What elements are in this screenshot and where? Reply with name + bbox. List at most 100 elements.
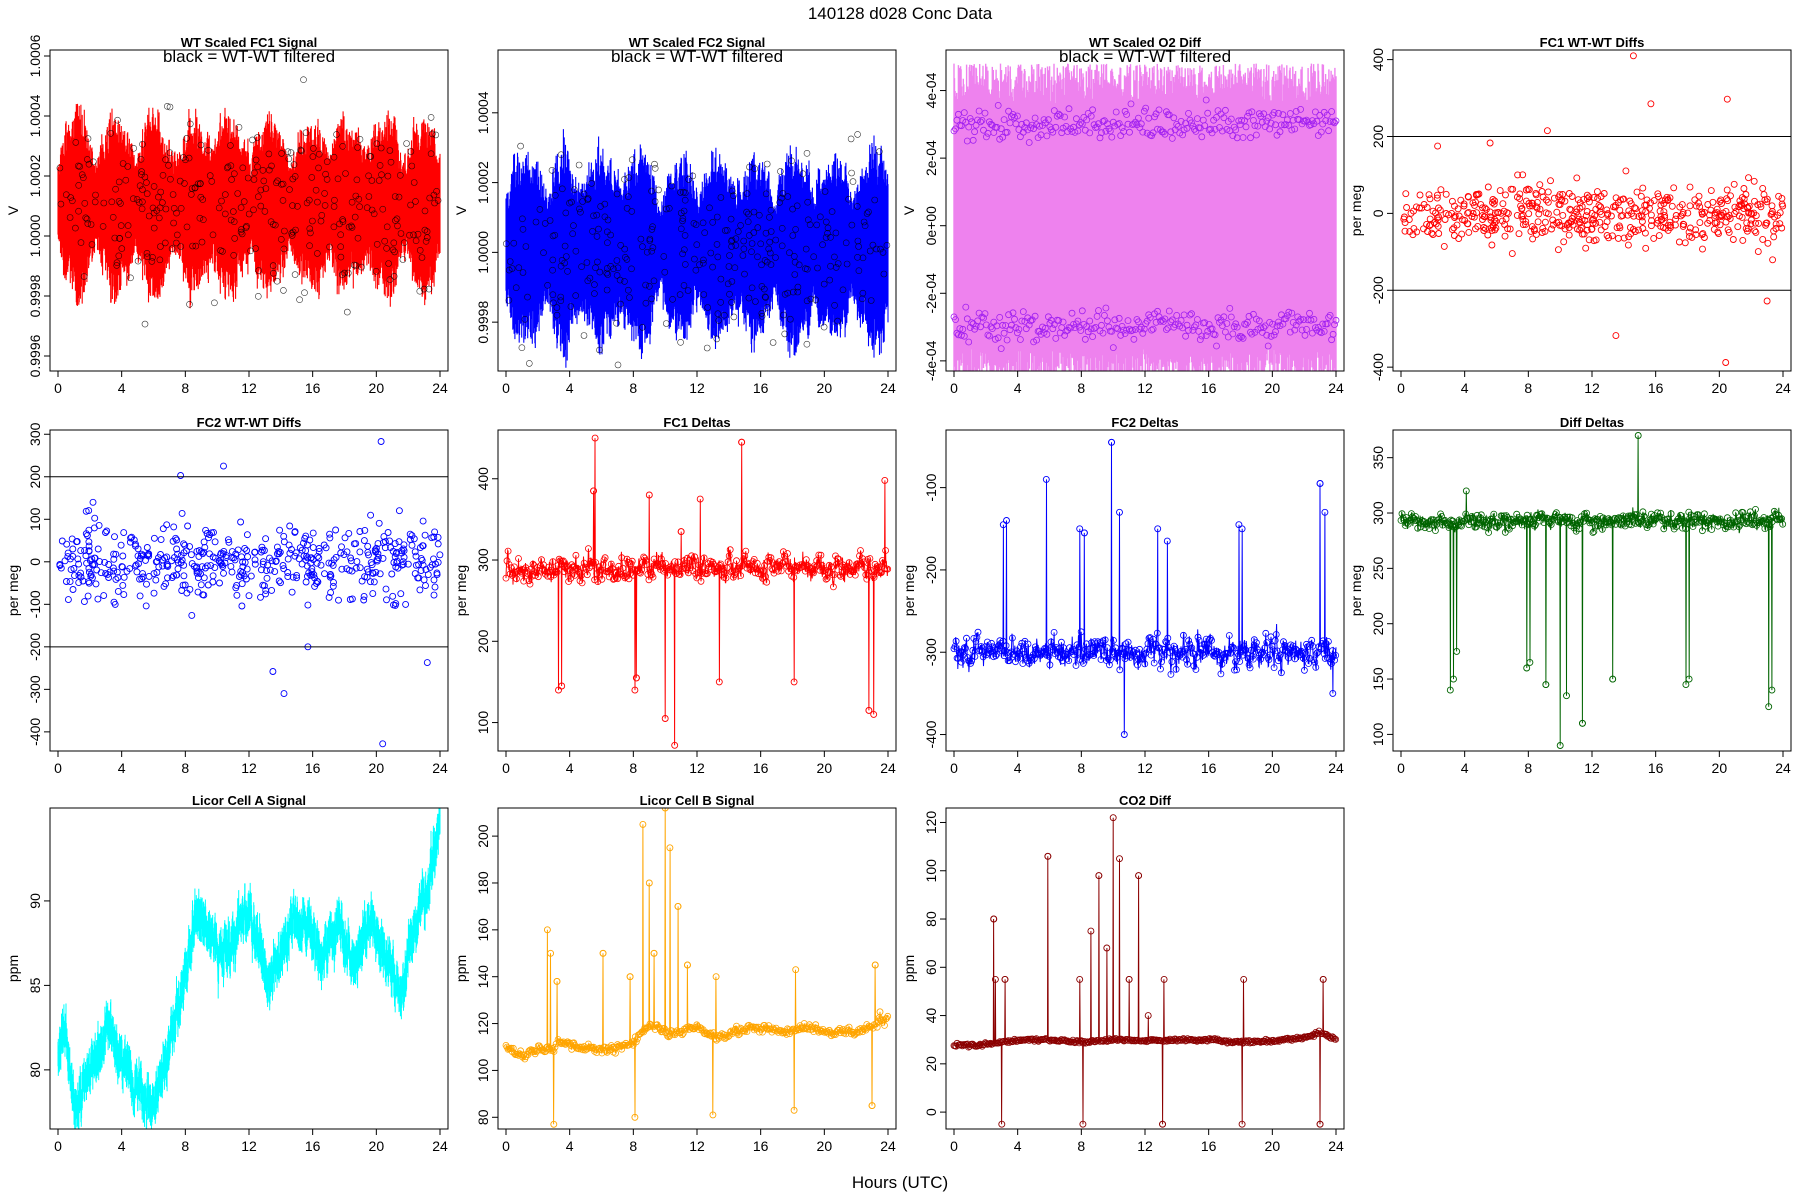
- data-point: [298, 546, 306, 554]
- x-tick-label: 0: [950, 760, 958, 776]
- data-point: [426, 194, 434, 202]
- data-point: [130, 195, 137, 202]
- y-tick-label: 2e-04: [923, 140, 939, 176]
- data-point: [1211, 331, 1219, 339]
- data-point: [1550, 194, 1558, 202]
- data-point: [1168, 134, 1176, 142]
- data-point: [238, 580, 246, 588]
- data-point: [150, 534, 158, 542]
- data-point: [728, 238, 735, 245]
- figure-xlabel: Hours (UTC): [852, 1173, 948, 1192]
- data-point: [709, 263, 716, 271]
- data-point: [1112, 108, 1120, 116]
- data-point: [1678, 201, 1686, 209]
- data-point: [1664, 221, 1672, 229]
- data-point: [1052, 644, 1060, 651]
- data-point: [1052, 334, 1060, 342]
- data-point: [1745, 208, 1753, 216]
- data-point: [684, 554, 691, 562]
- data-point: [992, 652, 1000, 660]
- data-point: [1636, 520, 1644, 528]
- data-point: [1423, 220, 1431, 228]
- data-point: [85, 547, 93, 555]
- data-point: [159, 172, 167, 179]
- data-point: [1141, 660, 1149, 668]
- panel-title: Licor Cell B Signal: [640, 793, 755, 808]
- data-point: [138, 171, 145, 178]
- data-point: [834, 260, 842, 267]
- data-point: [196, 180, 204, 188]
- data-point: [1504, 225, 1512, 233]
- data-point: [1201, 319, 1209, 327]
- data-point: [1087, 325, 1095, 333]
- data-point: [526, 580, 534, 588]
- data-point: [408, 162, 416, 170]
- data-point: [1126, 128, 1133, 136]
- data-point: [157, 243, 164, 250]
- data-point: [1285, 308, 1293, 316]
- x-tick-label: 0: [54, 760, 62, 776]
- series-signal: [505, 129, 889, 368]
- data-point: [1328, 108, 1335, 115]
- data-point: [1003, 336, 1011, 344]
- data-point: [1017, 643, 1025, 650]
- y-tick-label: 60: [923, 959, 939, 975]
- data-point: [1161, 646, 1168, 653]
- data-point: [203, 530, 211, 537]
- data-point: [109, 214, 117, 221]
- data-point: [1220, 313, 1228, 321]
- data-point: [781, 330, 789, 338]
- data-point: [1195, 327, 1203, 335]
- data-point: [1466, 514, 1474, 522]
- data-point: [326, 243, 333, 251]
- data-point: [1019, 308, 1027, 316]
- data-point: [1194, 633, 1202, 641]
- data-point: [803, 389, 809, 395]
- data-point: [1300, 316, 1307, 324]
- data-point: [1428, 229, 1436, 237]
- data-point: [1745, 519, 1753, 527]
- data-point: [1671, 221, 1679, 229]
- data-point: [251, 560, 259, 568]
- data-point: [1497, 512, 1505, 520]
- data-point: [1332, 652, 1340, 659]
- data-point: [1145, 634, 1153, 642]
- data-point: [847, 135, 855, 143]
- data-point: [996, 313, 1004, 321]
- data-point: [431, 583, 439, 591]
- data-point: [1224, 649, 1232, 657]
- data-point: [599, 561, 607, 568]
- data-point: [1472, 225, 1479, 233]
- data-point: [330, 578, 337, 586]
- x-axis: 0 4 8 12 16 20 24: [950, 751, 1344, 776]
- data-point: [854, 560, 861, 567]
- data-point: [1435, 230, 1443, 237]
- data-point: [637, 569, 644, 577]
- data-point: [1727, 516, 1734, 524]
- data-point: [63, 191, 70, 198]
- data-point: [1527, 227, 1535, 235]
- data-point: [1005, 107, 1012, 115]
- data-point: [1695, 192, 1703, 200]
- data-point: [739, 252, 747, 259]
- data-point: [639, 820, 647, 828]
- data-point: [142, 602, 150, 610]
- data-point: [717, 275, 725, 283]
- data-point: [678, 1031, 686, 1039]
- data-point: [1631, 228, 1639, 235]
- data-point: [294, 203, 301, 210]
- data-point: [1488, 241, 1496, 249]
- data-point: [1464, 209, 1472, 217]
- data-point: [1257, 324, 1265, 332]
- data-point: [701, 1030, 709, 1038]
- data-point: [1642, 244, 1650, 252]
- data-point: [1083, 640, 1090, 648]
- data-point: [1009, 634, 1016, 642]
- y-tick-label: -200: [1370, 276, 1386, 304]
- data-point: [777, 168, 784, 175]
- data-point: [416, 247, 424, 254]
- x-tick-label: 16: [753, 380, 769, 396]
- plot-area: [56, 438, 444, 748]
- data-point: [1014, 112, 1021, 120]
- data-point: [984, 331, 992, 339]
